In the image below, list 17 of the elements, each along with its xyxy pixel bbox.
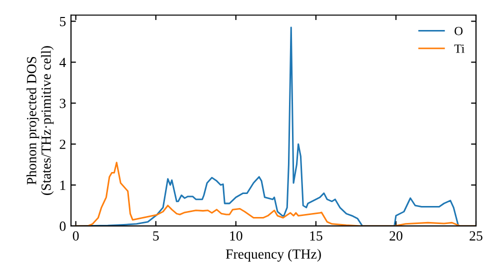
x-axis-title: Frequency (THz) [226, 248, 321, 262]
legend-label: Ti [454, 44, 465, 53]
y-axis-title: Phonon projected DOS (States/THz·primitive cell) [26, 46, 54, 195]
x-tick-label: 15 [310, 231, 322, 241]
legend-label: O [454, 26, 463, 36]
y-tick-label: 5 [60, 16, 66, 26]
y-tick-label: 3 [60, 98, 66, 108]
x-tick-label: 0 [72, 231, 79, 241]
line-series [75, 162, 476, 226]
x-tick-label: 20 [390, 231, 402, 241]
y-tick-label: 4 [59, 58, 66, 68]
x-tick-label: 25 [470, 231, 482, 241]
y-tick-label: 2 [60, 140, 66, 149]
x-tick-label: 10 [230, 231, 242, 241]
y-tick-label: 0 [60, 222, 66, 231]
y-tick-label: 1 [60, 180, 66, 190]
x-tick-label: 5 [153, 231, 159, 241]
